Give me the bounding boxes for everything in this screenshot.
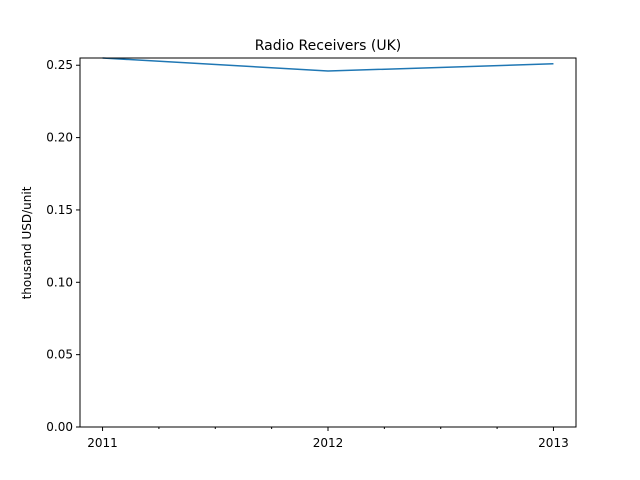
y-tick-label: 0.10 — [46, 275, 73, 289]
x-tick-label: 2012 — [313, 436, 344, 450]
y-tick-label: 0.05 — [46, 348, 73, 362]
plot-frame — [79, 57, 577, 428]
y-tick-label: 0.20 — [46, 131, 73, 145]
chart-title: Radio Receivers (UK) — [255, 38, 401, 54]
y-tick-label: 0.00 — [46, 420, 73, 434]
x-tick-label: 2013 — [538, 436, 569, 450]
axes-layer: 0.00 0.05 0.10 0.15 0.20 0.25 2011 2012 2013 — [46, 58, 568, 450]
series-layer — [102, 57, 554, 72]
x-tick-label: 2011 — [87, 436, 118, 450]
plot-area — [80, 58, 576, 427]
y-tick-label: 0.15 — [46, 203, 73, 217]
y-tick-label: 0.25 — [46, 58, 73, 72]
series-line — [102, 57, 554, 72]
y-axis-label: thousand USD/unit — [20, 186, 34, 299]
